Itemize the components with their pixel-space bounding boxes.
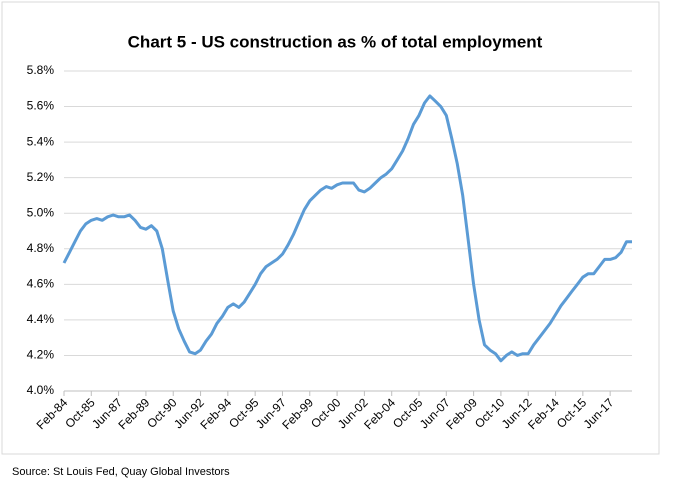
y-tick-label: 5.8% (27, 63, 55, 77)
y-tick-label: 4.0% (27, 383, 55, 397)
y-tick-label: 5.2% (27, 170, 55, 184)
data-line (62, 94, 632, 363)
y-tick-label: 4.6% (27, 277, 55, 291)
y-tick-label: 5.0% (27, 205, 55, 219)
y-tick-label: 5.4% (27, 134, 55, 148)
y-tick-label: 4.8% (27, 241, 55, 255)
y-tick-label: 4.4% (27, 312, 55, 326)
chart-frame (1, 1, 660, 455)
y-tick-label: 5.6% (27, 99, 55, 113)
source-note: Source: St Louis Fed, Quay Global Invest… (12, 466, 230, 478)
chart-title: Chart 5 - US construction as % of total … (128, 32, 543, 51)
y-tick-label: 4.2% (27, 348, 55, 362)
